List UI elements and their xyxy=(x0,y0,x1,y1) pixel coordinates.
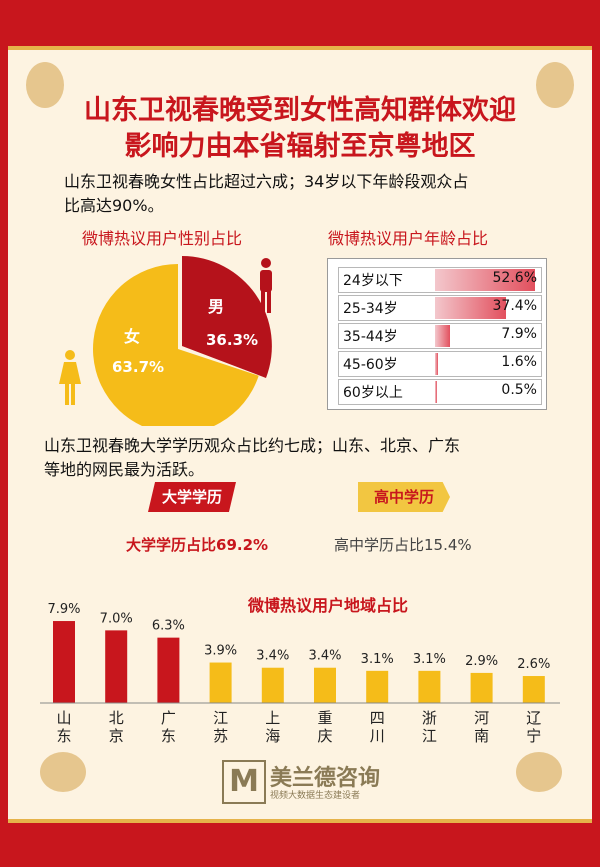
intro-line2: 比高达90%。 xyxy=(64,196,164,215)
age-label: 25-34岁 xyxy=(343,301,398,317)
region-category-label: 京 xyxy=(109,727,124,745)
pig-icon xyxy=(516,752,562,792)
age-label: 60岁以上 xyxy=(343,385,403,401)
region-category-label: 广 xyxy=(161,709,176,727)
region-category-label: 宁 xyxy=(526,727,541,745)
region-value-label: 7.9% xyxy=(47,602,80,617)
college-ribbon: 大学学历 xyxy=(148,482,236,512)
bottom-border xyxy=(0,819,600,867)
region-value-label: 3.4% xyxy=(256,649,289,664)
region-bar xyxy=(261,667,284,703)
age-label: 24岁以下 xyxy=(343,273,403,289)
region-value-label: 3.9% xyxy=(204,644,237,659)
logo-mark: M xyxy=(222,760,266,804)
male-value: 36.3% xyxy=(206,331,258,349)
region-bar xyxy=(53,621,75,703)
age-row: 45-60岁 1.6% xyxy=(338,351,542,377)
age-title: 微博热议用户年龄占比 xyxy=(328,229,489,248)
age-table: 24岁以下 52.6% 25-34岁 37.4% 35-44岁 7.9% 45-… xyxy=(327,258,547,410)
right-border xyxy=(592,46,600,823)
region-value-label: 2.9% xyxy=(465,654,498,669)
left-border xyxy=(0,46,8,823)
female-value: 63.7% xyxy=(112,358,164,376)
age-label: 35-44岁 xyxy=(343,329,398,345)
top-border xyxy=(0,0,600,50)
age-value: 1.6% xyxy=(501,354,537,370)
highschool-stat: 高中学历占比15.4% xyxy=(334,536,472,554)
region-bar xyxy=(157,637,180,703)
college-stat: 大学学历占比69.2% xyxy=(126,536,269,554)
region-value-label: 3.4% xyxy=(308,649,341,664)
region-bar-chart: 7.9%山东7.0%北京6.3%广东3.9%江苏3.4%上海3.4%重庆3.1%… xyxy=(40,602,560,745)
gender-title: 微博热议用户性别占比 xyxy=(82,229,243,248)
age-value: 52.6% xyxy=(492,270,537,286)
region-bar xyxy=(314,667,336,703)
intro-line1: 山东卫视春晚女性占比超过六成；34岁以下年龄段观众占 xyxy=(64,172,469,191)
age-bar xyxy=(435,269,535,291)
female-slice xyxy=(93,264,259,426)
region-category-label: 南 xyxy=(474,727,489,745)
female-label: 女 xyxy=(124,327,140,346)
region-chart-title: 微博热议用户地域占比 xyxy=(248,596,409,615)
male-label: 男 xyxy=(208,297,224,316)
lantern-icon xyxy=(26,62,64,108)
age-bar xyxy=(435,381,437,403)
region-bar xyxy=(470,672,493,703)
logo-tagline: 视频大数据生态建设者 xyxy=(270,791,361,801)
age-label: 45-60岁 xyxy=(343,357,398,373)
region-value-label: 3.1% xyxy=(413,652,446,667)
region-category-label: 川 xyxy=(370,727,385,745)
region-bar xyxy=(209,662,232,703)
education-intro-line1: 山东卫视春晚大学学历观众占比约七成；山东、北京、广东 xyxy=(44,436,461,455)
region-value-label: 7.0% xyxy=(100,611,133,626)
region-bar xyxy=(105,630,128,703)
region-value-label: 2.6% xyxy=(517,657,550,672)
region-category-label: 河 xyxy=(474,709,489,727)
region-category-label: 辽 xyxy=(526,709,541,727)
region-category-label: 浙 xyxy=(422,709,437,727)
region-bar xyxy=(418,670,441,703)
page-title-line2: 影响力由本省辐射至京粤地区 xyxy=(124,131,476,162)
region-category-label: 苏 xyxy=(213,727,228,745)
highschool-ribbon: 高中学历 xyxy=(358,482,450,512)
brand-logo: M 美兰德咨询 视频大数据生态建设者 xyxy=(222,760,382,804)
region-category-label: 庆 xyxy=(317,727,332,745)
age-bar xyxy=(435,325,451,347)
age-value: 0.5% xyxy=(501,382,537,398)
age-value: 37.4% xyxy=(492,298,537,314)
male-figure-icon xyxy=(260,258,272,313)
male-slice xyxy=(182,256,272,378)
gender-pie-chart: 男 36.3% 女 63.7% xyxy=(93,256,272,426)
region-category-label: 重 xyxy=(317,709,332,727)
region-category-label: 江 xyxy=(213,709,228,727)
region-value-label: 6.3% xyxy=(152,619,185,634)
region-category-label: 北 xyxy=(109,709,124,727)
age-row: 24岁以下 52.6% xyxy=(338,267,542,293)
age-row: 25-34岁 37.4% xyxy=(338,295,542,321)
region-category-label: 东 xyxy=(161,727,176,745)
region-category-label: 海 xyxy=(265,727,280,745)
logo-name: 美兰德咨询 xyxy=(270,766,381,791)
region-category-label: 山 xyxy=(56,709,71,727)
age-row: 60岁以上 0.5% xyxy=(338,379,542,405)
region-bar xyxy=(522,676,545,703)
region-category-label: 上 xyxy=(265,709,280,727)
region-category-label: 东 xyxy=(56,727,71,745)
age-value: 7.9% xyxy=(501,326,537,342)
region-bar xyxy=(366,670,389,703)
age-bar xyxy=(435,353,439,375)
female-figure-icon xyxy=(59,350,81,405)
pig-icon xyxy=(40,752,86,792)
region-category-label: 江 xyxy=(422,727,437,745)
page-title-line1: 山东卫视春晚受到女性高知群体欢迎 xyxy=(84,95,516,126)
region-category-label: 四 xyxy=(370,709,385,727)
education-intro-line2: 等地的网民最为活跃。 xyxy=(44,460,205,479)
age-row: 35-44岁 7.9% xyxy=(338,323,542,349)
lantern-icon xyxy=(536,62,574,108)
age-bar xyxy=(435,297,507,319)
region-value-label: 3.1% xyxy=(361,652,394,667)
